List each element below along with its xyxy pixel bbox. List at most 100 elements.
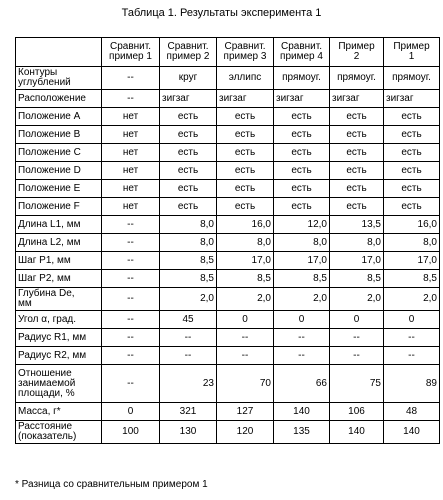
table-cell: нет [102,180,160,198]
table-cell: есть [330,108,384,126]
table-cell: -- [160,347,217,365]
row-label: Длина L1, мм [16,216,102,234]
table-cell: 2,0 [160,288,217,311]
table-cell: 100 [102,421,160,444]
table-cell: нет [102,126,160,144]
table-cell: -- [274,329,330,347]
table-cell: прямоуг. [330,67,384,90]
table-cell: 2,0 [217,288,274,311]
table-cell: -- [102,347,160,365]
table-cell: есть [274,126,330,144]
table-cell: 66 [274,365,330,403]
table-cell: есть [217,126,274,144]
table-cell: -- [102,252,160,270]
table-cell: есть [217,144,274,162]
table-cell: есть [217,162,274,180]
table-row: Положение Dнетестьестьестьестьесть [16,162,440,180]
table-cell: прямоуг. [384,67,440,90]
table-cell: прямоуг. [274,67,330,90]
table-cell: зигзаг [330,90,384,108]
table-row: Положение Aнетестьестьестьестьесть [16,108,440,126]
table-cell: -- [384,329,440,347]
table-cell: 8,0 [274,234,330,252]
table-cell: есть [217,180,274,198]
table-cell: -- [330,329,384,347]
table-row: Длина L1, мм--8,016,012,013,516,0 [16,216,440,234]
table-cell: -- [102,329,160,347]
table-cell: 16,0 [217,216,274,234]
header-corner [16,38,102,67]
table-cell: есть [384,180,440,198]
table-row: Расстояние(показатель)100130120135140140 [16,421,440,444]
table-cell: нет [102,198,160,216]
table-cell: есть [217,198,274,216]
table-row: Шаг P1, мм--8,517,017,017,017,0 [16,252,440,270]
table-cell: 23 [160,365,217,403]
table-cell: есть [384,162,440,180]
results-table: Сравнит.пример 1Сравнит.пример 2Сравнит.… [15,37,440,444]
row-label: Радиус R1, мм [16,329,102,347]
table-cell: есть [330,198,384,216]
table-cell: есть [160,126,217,144]
table-cell: зигзаг [160,90,217,108]
row-label: Положение E [16,180,102,198]
table-row: Положение Bнетестьестьестьестьесть [16,126,440,144]
table-cell: 140 [274,403,330,421]
table-cell: есть [384,126,440,144]
table-row: Масса, г*032112714010648 [16,403,440,421]
table-cell: нет [102,108,160,126]
table-cell: 8,5 [160,252,217,270]
table-cell: -- [102,216,160,234]
table-cell: 13,5 [330,216,384,234]
table-cell: 17,0 [217,252,274,270]
table-cell: 0 [384,311,440,329]
row-label: Положение C [16,144,102,162]
table-cell: есть [330,162,384,180]
row-label: Масса, г* [16,403,102,421]
column-header: Сравнит.пример 4 [274,38,330,67]
table-cell: -- [160,329,217,347]
row-label: Положение A [16,108,102,126]
row-label: Радиус R2, мм [16,347,102,365]
table-cell: 89 [384,365,440,403]
table-cell: 8,5 [330,270,384,288]
table-cell: есть [160,108,217,126]
table-cell: зигзаг [384,90,440,108]
table-cell: 135 [274,421,330,444]
table-cell: 130 [160,421,217,444]
table-cell: есть [330,180,384,198]
table-row: Радиус R1, мм------------ [16,329,440,347]
table-row: Отношениезанимаемойплощади, %--237066758… [16,365,440,403]
table-cell: 0 [330,311,384,329]
table-cell: нет [102,162,160,180]
table-cell: -- [102,365,160,403]
table-cell: 17,0 [274,252,330,270]
row-label: Контурыуглублений [16,67,102,90]
table-cell: 0 [274,311,330,329]
table-cell: -- [102,311,160,329]
header-row: Сравнит.пример 1Сравнит.пример 2Сравнит.… [16,38,440,67]
table-cell: -- [102,288,160,311]
table-cell: 140 [384,421,440,444]
table-cell: 8,0 [330,234,384,252]
table-cell: есть [274,108,330,126]
table-cell: -- [102,234,160,252]
table-cell: 120 [217,421,274,444]
table-row: Длина L2, мм--8,08,08,08,08,0 [16,234,440,252]
table-row: Глубина De,мм--2,02,02,02,02,0 [16,288,440,311]
table-row: Положение Fнетестьестьестьестьесть [16,198,440,216]
table-cell: 8,0 [384,234,440,252]
table-cell: 8,0 [160,216,217,234]
table-cell: есть [384,144,440,162]
table-cell: есть [217,108,274,126]
table-cell: 16,0 [384,216,440,234]
table-cell: 2,0 [274,288,330,311]
column-header: Пример2 [330,38,384,67]
table-cell: 8,0 [160,234,217,252]
table-row: Угол α, град.--450000 [16,311,440,329]
table-cell: 106 [330,403,384,421]
table-cell: -- [274,347,330,365]
table-cell: 8,5 [160,270,217,288]
table-cell: есть [160,180,217,198]
row-label: Шаг P1, мм [16,252,102,270]
